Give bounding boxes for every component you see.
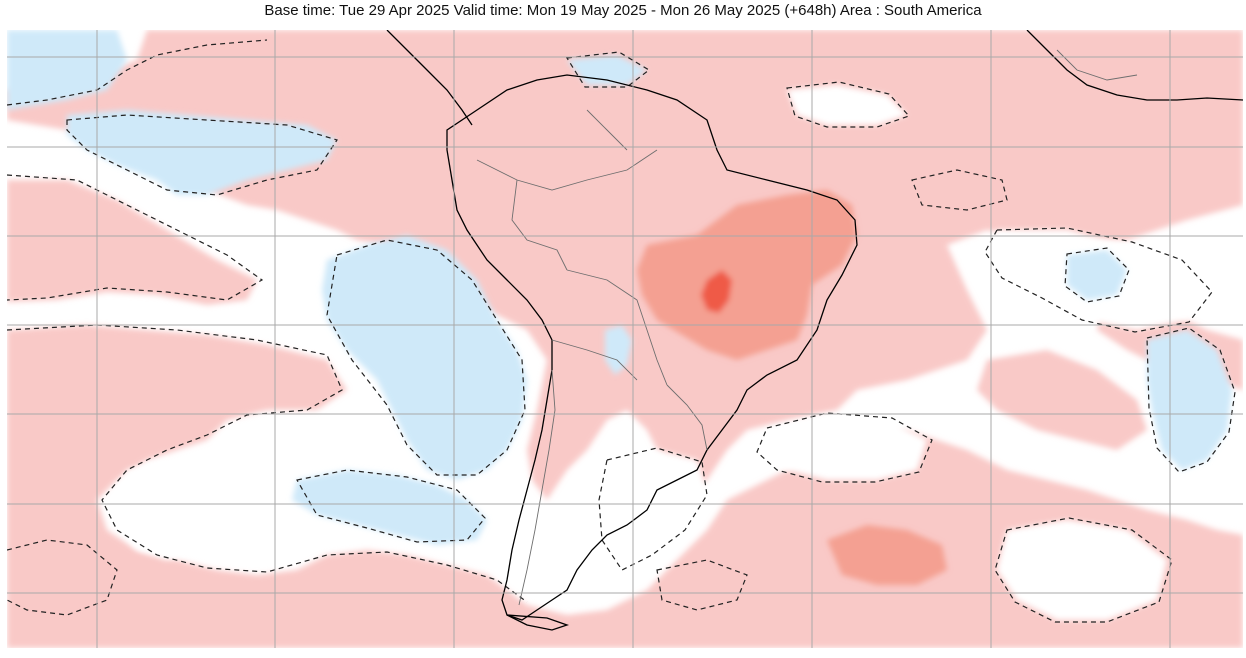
contour-2 [66,114,338,196]
contour-10 [1146,327,1236,473]
border-8 [1056,49,1138,81]
contour-3 [7,174,264,301]
dashed-contours [7,39,1236,623]
border-1 [476,149,658,191]
border-6 [518,369,556,606]
cool-region-pacific-north [67,110,337,195]
cool-region-atlantic-small [1067,250,1127,300]
contour-4 [326,239,526,476]
cool-region-south-pacific [292,470,487,545]
cool-region-east-atlantic [1147,330,1232,470]
neutral-patch-south-atlantic [757,415,927,480]
contour-13 [786,81,911,128]
warm-region-west-pacific [7,180,257,305]
contour-5 [7,324,528,603]
border-7 [586,109,628,151]
cool-anomaly-layer [7,30,1232,545]
border-2 [511,179,568,271]
contour-8 [756,412,933,483]
contour-15 [565,51,651,88]
warm-region-south-atlantic-patch [827,525,947,585]
south-america-coastline [446,74,858,621]
cool-region-paraguay [605,325,632,375]
warm-core-brazil-outer [637,190,857,360]
map-canvas [7,30,1243,648]
contour-1 [7,39,268,106]
tierra-del-fuego [506,614,570,631]
contour-7 [598,447,708,571]
graticule [7,30,1243,648]
contour-14 [1064,247,1130,303]
warm-core-brazil-inner [701,270,732,313]
contour-6 [296,469,486,543]
anomaly-map [7,30,1243,648]
warm-region-mid-atlantic [977,350,1147,450]
country-borders [476,49,1138,606]
border-3 [566,269,668,386]
contour-16 [656,559,748,611]
neutral-patch-north [787,85,907,125]
border-5 [666,384,708,451]
map-title: Base time: Tue 29 Apr 2025 Valid time: M… [264,2,982,19]
neutral-patch-argentine-sea [597,450,707,570]
neutral-patch-far-south-atlantic [997,520,1167,620]
contour-17 [911,169,1008,211]
strong-warm-anomaly [637,190,947,585]
border-4 [551,339,638,381]
cool-region-peru-chile-coast [322,235,527,480]
neutral-patch-south-pacific [112,460,237,560]
contour-12 [7,539,118,616]
contour-9 [984,227,1213,333]
central-america-coastline [386,30,473,126]
